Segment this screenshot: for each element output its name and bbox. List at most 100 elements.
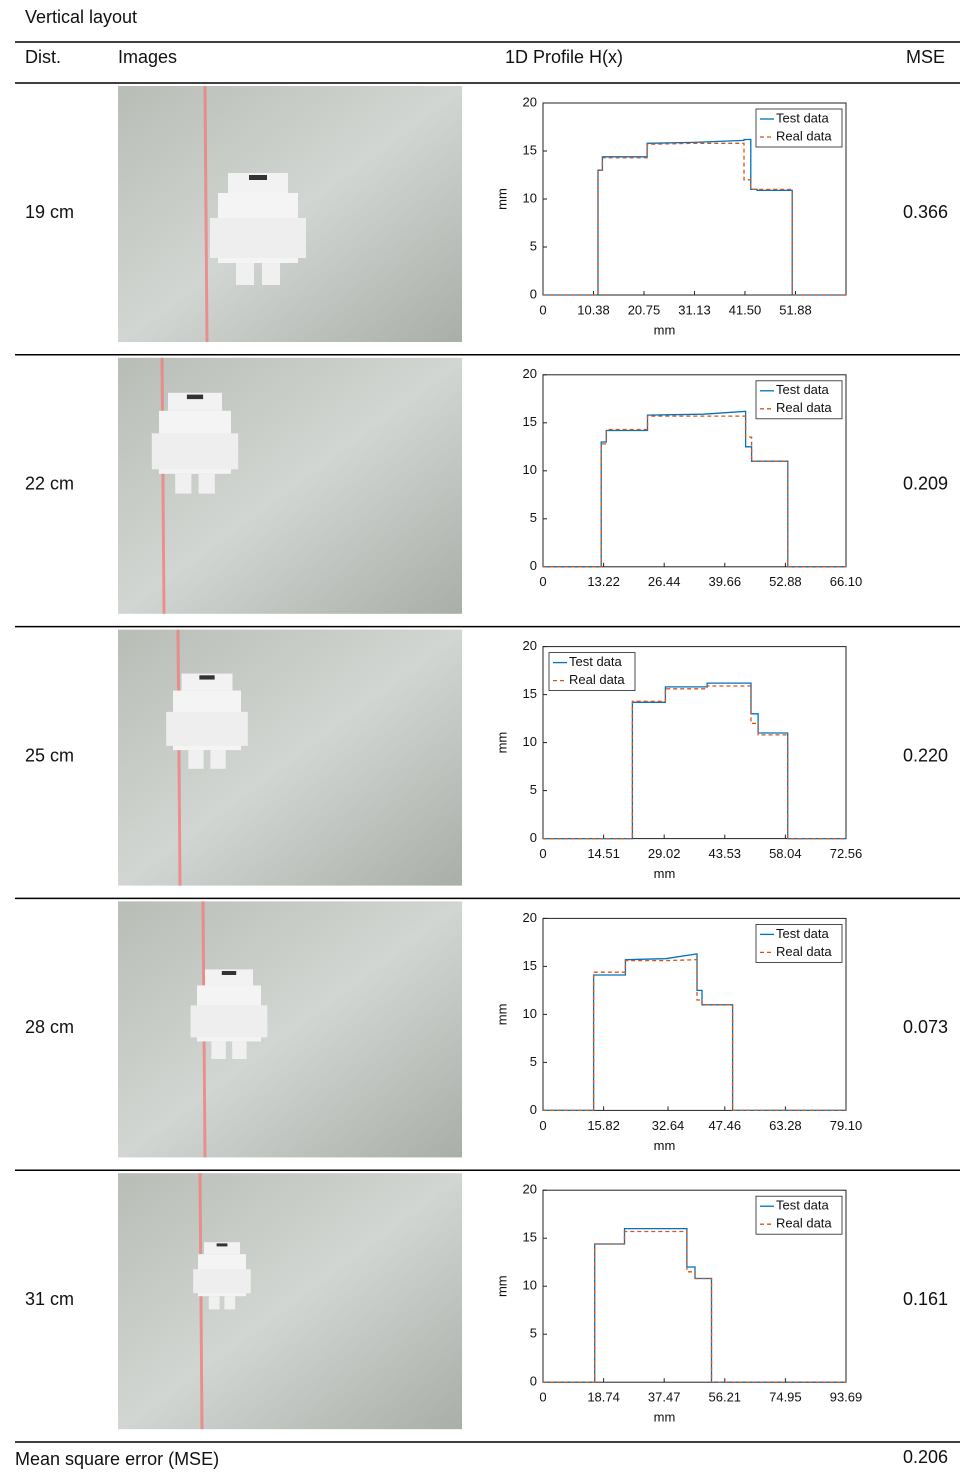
robot-eyes [199, 675, 215, 680]
header-cell: 1D Profile H(x) [505, 47, 623, 67]
y-tick-label: 15 [523, 414, 537, 429]
x-tick-label: 43.53 [709, 846, 742, 861]
y-tick-label: 20 [523, 366, 537, 381]
x-tick-label: 72.56 [830, 846, 863, 861]
legend-label: Test data [569, 654, 623, 669]
y-tick-label: 0 [530, 830, 537, 845]
x-tick-label: 14.51 [587, 846, 620, 861]
dist-cell: 25 cm [25, 745, 74, 765]
robot-eyes [216, 1243, 228, 1247]
x-tick-label: 0 [539, 302, 546, 317]
x-tick-label: 0 [539, 1390, 546, 1405]
legend-label: Real data [776, 944, 832, 959]
x-tick-label: 41.50 [729, 302, 762, 317]
robot-leg [208, 1296, 220, 1310]
laser [176, 629, 182, 886]
footer-value: 0.206 [903, 1447, 948, 1467]
robot-body [210, 218, 306, 258]
y-tick-label: 20 [523, 638, 537, 653]
robot [190, 969, 268, 1059]
robot-leg [188, 750, 204, 769]
y-tick-label: 10 [523, 1278, 537, 1293]
x-tick-label: 79.10 [830, 1118, 863, 1133]
x-tick-label: 29.02 [648, 846, 681, 861]
x-tick-label: 10.38 [577, 302, 610, 317]
legend-label: Test data [776, 926, 830, 941]
legend [755, 1195, 843, 1235]
y-tick-label: 15 [523, 142, 537, 157]
x-tick-label: 0 [539, 846, 546, 861]
x-tick-label: 20.75 [628, 302, 661, 317]
robot-body [168, 392, 222, 411]
footer-label: Mean square error (MSE) [15, 1449, 219, 1469]
mse-cell: 0.220 [903, 745, 948, 765]
x-axis-label: mm [654, 322, 676, 337]
y-tick-label: 20 [523, 910, 537, 925]
photo [118, 1173, 462, 1430]
data-line [543, 415, 846, 568]
robot-body [228, 173, 288, 193]
x-tick-label: 52.88 [769, 574, 802, 589]
legend [548, 652, 636, 691]
robot-eyes [249, 175, 267, 180]
data-line [543, 682, 846, 840]
robot-leg [236, 263, 254, 285]
robot-body [193, 1269, 251, 1294]
legend [755, 108, 843, 148]
y-tick-label: 20 [523, 94, 537, 109]
legend [755, 924, 843, 963]
x-tick-label: 63.28 [769, 1118, 802, 1133]
y-tick-label: 15 [523, 1230, 537, 1245]
robot-body [204, 1242, 240, 1255]
y-tick-label: 15 [523, 958, 537, 973]
data-line [543, 959, 846, 1112]
y-tick-label: 10 [523, 462, 537, 477]
laser [203, 85, 209, 343]
robot-body [181, 673, 233, 691]
x-axis-label: mm [654, 1138, 676, 1153]
header-cell: Dist. [25, 47, 61, 67]
legend-label: Test data [776, 1198, 830, 1213]
x-tick-label: 31.13 [678, 302, 711, 317]
x-tick-label: 58.04 [769, 846, 802, 861]
photo [118, 901, 462, 1158]
x-tick-label: 93.69 [830, 1390, 863, 1405]
y-tick-label: 20 [523, 1182, 537, 1197]
laser [198, 1173, 204, 1430]
x-tick-label: 51.88 [779, 302, 812, 317]
robot-leg [175, 473, 192, 494]
y-tick-label: 0 [530, 1374, 537, 1389]
mse-cell: 0.366 [903, 202, 948, 222]
dist-cell: 19 cm [25, 202, 74, 222]
y-axis-label: mm [494, 1275, 509, 1297]
robot-leg [211, 1041, 226, 1059]
legend-label: Real data [776, 1216, 832, 1231]
y-tick-label: 5 [530, 1326, 537, 1341]
y-tick-label: 10 [523, 1006, 537, 1021]
y-tick-label: 15 [523, 686, 537, 701]
robot-leg [262, 263, 280, 285]
robot-body [205, 969, 253, 986]
mse-cell: 0.073 [903, 1017, 948, 1037]
x-tick-label: 56.21 [709, 1390, 742, 1405]
x-axis-label: mm [654, 1410, 676, 1425]
x-tick-label: 39.66 [709, 574, 742, 589]
legend [755, 380, 843, 420]
robot-body [190, 1005, 268, 1038]
y-tick-label: 0 [530, 558, 537, 573]
y-tick-label: 10 [523, 734, 537, 749]
robot [166, 673, 248, 769]
y-tick-label: 0 [530, 1102, 537, 1117]
legend-label: Real data [776, 128, 832, 143]
legend-label: Real data [776, 400, 832, 415]
y-tick-label: 5 [530, 1054, 537, 1069]
x-tick-label: 66.10 [830, 574, 863, 589]
mse-cell: 0.209 [903, 474, 948, 494]
data-line [543, 142, 846, 296]
x-tick-label: 37.47 [648, 1390, 681, 1405]
robot-eyes [221, 971, 237, 975]
legend-label: Real data [569, 672, 625, 687]
y-tick-label: 5 [530, 510, 537, 525]
y-axis-label: mm [494, 1004, 509, 1026]
